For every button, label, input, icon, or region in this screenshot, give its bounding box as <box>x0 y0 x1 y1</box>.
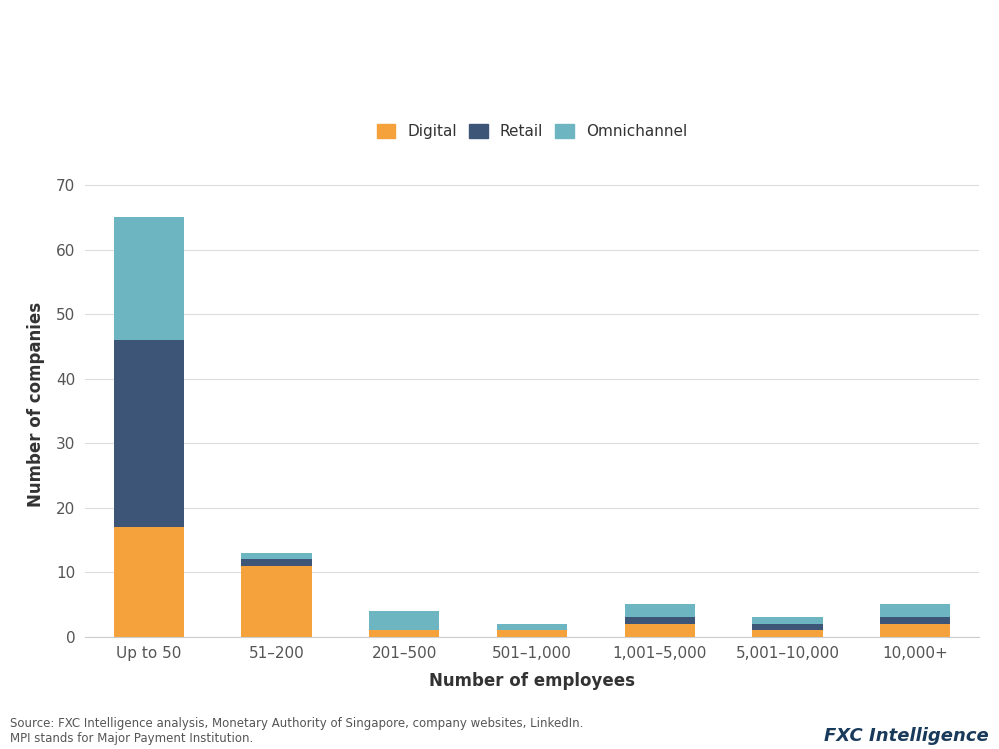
Text: Source: FXC Intelligence analysis, Monetary Authority of Singapore, company webs: Source: FXC Intelligence analysis, Monet… <box>10 718 583 745</box>
Bar <box>752 617 822 624</box>
Bar <box>880 604 950 617</box>
Text: Retail dominates Singapore’s smaller MPI remittance players: Retail dominates Singapore’s smaller MPI… <box>15 37 999 66</box>
Bar <box>369 630 440 637</box>
Bar <box>242 553 312 560</box>
Bar <box>752 630 822 637</box>
Bar <box>114 527 184 637</box>
Bar <box>497 624 567 630</box>
Bar <box>242 560 312 565</box>
Bar <box>624 617 695 624</box>
Text: MPI licence holders providing consumer remittance/FX services by size, focus: MPI licence holders providing consumer r… <box>15 94 772 113</box>
Bar <box>880 624 950 637</box>
Bar <box>369 611 440 630</box>
Bar <box>497 630 567 637</box>
X-axis label: Number of employees: Number of employees <box>429 673 635 691</box>
Text: FXC Intelligence: FXC Intelligence <box>824 727 989 745</box>
Bar <box>114 340 184 527</box>
Y-axis label: Number of companies: Number of companies <box>27 302 45 507</box>
Bar <box>242 565 312 637</box>
Bar <box>624 604 695 617</box>
Bar <box>752 624 822 630</box>
Bar <box>624 624 695 637</box>
Bar <box>880 617 950 624</box>
Bar <box>114 217 184 340</box>
Legend: Digital, Retail, Omnichannel: Digital, Retail, Omnichannel <box>373 120 691 144</box>
